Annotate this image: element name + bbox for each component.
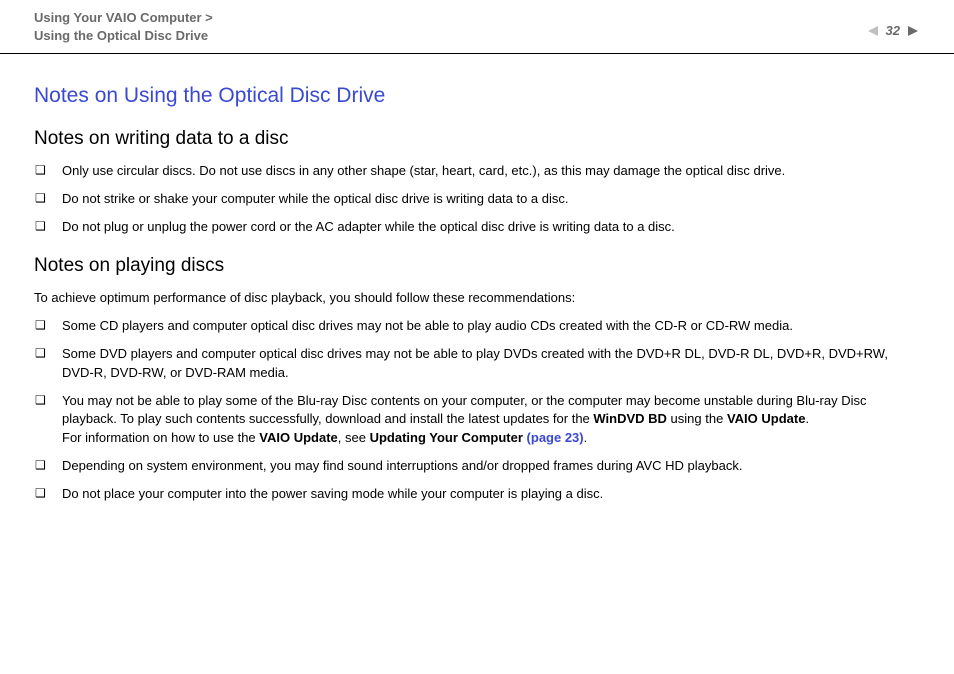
section-heading-playing: Notes on playing discs bbox=[34, 255, 920, 277]
list-item: Only use circular discs. Do not use disc… bbox=[34, 162, 920, 181]
list-item: Some DVD players and computer optical di… bbox=[34, 345, 920, 383]
text-run: . bbox=[584, 430, 588, 445]
text-run: Updating Your Computer bbox=[370, 430, 527, 445]
text-run: using the bbox=[667, 411, 727, 426]
text-run: Depending on system environment, you may… bbox=[62, 458, 742, 473]
breadcrumb-line-1[interactable]: Using Your VAIO Computer > bbox=[34, 9, 213, 27]
page-title: Notes on Using the Optical Disc Drive bbox=[34, 84, 920, 108]
writing-notes-list: Only use circular discs. Do not use disc… bbox=[34, 162, 920, 237]
text-run: Do not place your computer into the powe… bbox=[62, 486, 603, 501]
list-item: Depending on system environment, you may… bbox=[34, 457, 920, 476]
text-run: Some CD players and computer optical dis… bbox=[62, 318, 793, 333]
text-run: , see bbox=[338, 430, 370, 445]
playing-notes-list: Some CD players and computer optical dis… bbox=[34, 317, 920, 504]
text-run: . bbox=[805, 411, 809, 426]
nav-next-icon[interactable] bbox=[906, 24, 920, 38]
page-nav: 32 bbox=[866, 23, 920, 38]
list-item: Do not place your computer into the powe… bbox=[34, 485, 920, 504]
text-run: VAIO Update bbox=[259, 430, 338, 445]
page-header: Using Your VAIO Computer > Using the Opt… bbox=[0, 0, 954, 54]
text-run: For information on how to use the bbox=[62, 430, 259, 445]
text-run: VAIO Update bbox=[727, 411, 806, 426]
list-item: Some CD players and computer optical dis… bbox=[34, 317, 920, 336]
page-link[interactable]: (page 23) bbox=[527, 430, 584, 445]
breadcrumb: Using Your VAIO Computer > Using the Opt… bbox=[34, 9, 213, 45]
list-item: You may not be able to play some of the … bbox=[34, 392, 920, 449]
list-item: Do not plug or unplug the power cord or … bbox=[34, 218, 920, 237]
breadcrumb-line-2[interactable]: Using the Optical Disc Drive bbox=[34, 27, 213, 45]
playing-intro: To achieve optimum performance of disc p… bbox=[34, 289, 920, 307]
text-run: WinDVD BD bbox=[593, 411, 667, 426]
page-number: 32 bbox=[886, 23, 900, 38]
section-heading-writing: Notes on writing data to a disc bbox=[34, 128, 920, 150]
text-run: Some DVD players and computer optical di… bbox=[62, 346, 888, 380]
list-item: Do not strike or shake your computer whi… bbox=[34, 190, 920, 209]
nav-prev-icon[interactable] bbox=[866, 24, 880, 38]
page-content: Notes on Using the Optical Disc Drive No… bbox=[0, 54, 954, 503]
